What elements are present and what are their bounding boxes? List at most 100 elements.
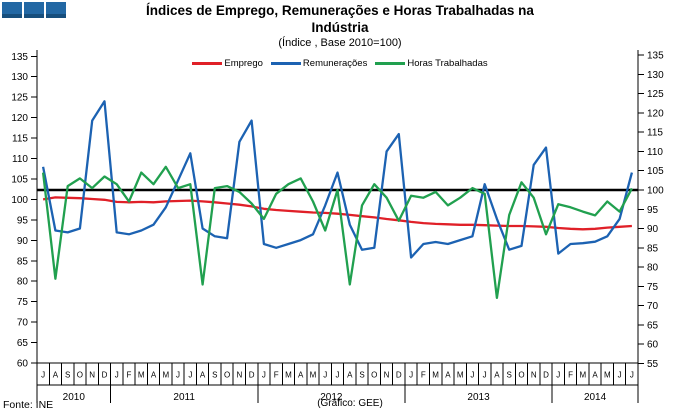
right-tick-label: 60	[647, 340, 659, 351]
month-label: J	[188, 371, 192, 380]
left-tick-label: 60	[17, 359, 29, 370]
year-label: 2011	[173, 392, 195, 403]
left-tick-label: 120	[11, 113, 28, 124]
month-label: J	[483, 371, 487, 380]
horas-line-swatch	[375, 62, 406, 65]
month-label: J	[470, 371, 474, 380]
month-label: F	[127, 371, 132, 380]
month-label: J	[409, 371, 413, 380]
month-label: M	[457, 371, 464, 380]
right-tick-label: 105	[647, 166, 664, 177]
month-label: M	[432, 371, 439, 380]
legend-label: Remunerações	[302, 58, 368, 69]
month-label: J	[618, 371, 622, 380]
right-tick-label: 55	[647, 359, 659, 370]
month-label: N	[236, 371, 242, 380]
year-label: 2010	[63, 392, 86, 403]
year-label: 2014	[584, 392, 607, 403]
series-line-emprego	[42, 196, 632, 231]
year-label: 2012	[320, 392, 343, 403]
month-label: A	[347, 371, 353, 380]
right-axis-tick-labels: 135 130 125 120 115 110 105 100 95 90 85 80 75 70 65 60…	[647, 51, 664, 370]
chart-title-line1: Índices de Emprego, Remunerações e Horas…	[146, 3, 534, 18]
emprego-line-swatch	[192, 62, 223, 65]
month-label: S	[212, 371, 217, 380]
left-tick-label: 70	[17, 318, 29, 329]
left-tick-label: 65	[17, 338, 29, 349]
month-label: A	[53, 371, 59, 380]
month-label: A	[151, 371, 157, 380]
month-label: M	[138, 371, 145, 380]
logo-square	[24, 2, 44, 18]
month-label: F	[568, 371, 573, 380]
left-tick-label: 135	[11, 52, 28, 63]
left-tick-label: 100	[11, 195, 28, 206]
right-tick-label: 110	[647, 147, 663, 158]
right-tick-label: 85	[647, 243, 659, 254]
left-tick-label: 105	[11, 174, 28, 185]
axes	[31, 50, 644, 403]
month-label: J	[176, 371, 180, 380]
month-label: O	[371, 371, 377, 380]
credit-note: (Gráfico: GEE)	[317, 398, 383, 409]
month-label: M	[604, 371, 611, 380]
left-tick-label: 130	[11, 72, 28, 83]
left-axis-tick-labels: 135 130 125 120 115 110 105 100 95 90 85 80 75 70 65 60	[11, 52, 28, 370]
logo	[2, 2, 66, 18]
month-label: A	[298, 371, 304, 380]
month-label: F	[274, 371, 279, 380]
month-label: O	[518, 371, 524, 380]
left-tick-label: 110	[12, 154, 28, 165]
legend-item-remuneracoes: Remunerações	[270, 58, 368, 69]
month-label: D	[249, 371, 255, 380]
right-tick-label: 120	[647, 108, 664, 119]
month-label: A	[445, 371, 451, 380]
right-tick-label: 95	[647, 205, 659, 216]
month-label: N	[89, 371, 95, 380]
month-label: O	[77, 371, 83, 380]
right-tick-label: 70	[647, 301, 659, 312]
month-label: N	[531, 371, 537, 380]
right-tick-label: 80	[647, 263, 659, 274]
month-label: J	[630, 371, 634, 380]
month-label: D	[102, 371, 108, 380]
year-labels: 2010 2011 2012 2013 2014	[63, 392, 607, 403]
right-tick-label: 100	[647, 185, 664, 196]
legend-label: Horas Trabalhadas	[407, 58, 488, 69]
month-label: J	[556, 371, 560, 380]
legend-label: Emprego	[224, 58, 263, 69]
left-tick-label: 80	[17, 277, 29, 288]
logo-square	[2, 2, 22, 18]
right-tick-label: 135	[647, 51, 664, 62]
month-label: M	[162, 371, 169, 380]
month-label: D	[396, 371, 402, 380]
month-label: J	[41, 371, 45, 380]
source-note: Fonte: INE	[3, 399, 54, 411]
month-label: S	[65, 371, 70, 380]
left-tick-label: 75	[17, 297, 29, 308]
logo-square	[46, 2, 66, 18]
legend-item-emprego: Emprego	[192, 58, 263, 69]
right-tick-label: 75	[647, 282, 659, 293]
right-tick-label: 65	[647, 320, 659, 331]
month-label: F	[421, 371, 426, 380]
month-label: J	[336, 371, 340, 380]
left-tick-label: 90	[17, 236, 29, 247]
month-label: S	[359, 371, 364, 380]
month-label: S	[507, 371, 512, 380]
left-tick-label: 85	[17, 256, 29, 267]
year-label: 2013	[467, 392, 490, 403]
month-label: J	[262, 371, 266, 380]
series-line-horas-trabalhadas	[41, 165, 633, 300]
right-tick-label: 90	[647, 224, 659, 235]
month-label: O	[224, 371, 230, 380]
remuneracoes-line-swatch	[270, 62, 301, 65]
month-label: A	[592, 371, 598, 380]
left-tick-label: 115	[12, 134, 28, 145]
month-label: A	[200, 371, 206, 380]
month-label: M	[579, 371, 586, 380]
chart-title-line2: Indústria	[311, 20, 369, 35]
